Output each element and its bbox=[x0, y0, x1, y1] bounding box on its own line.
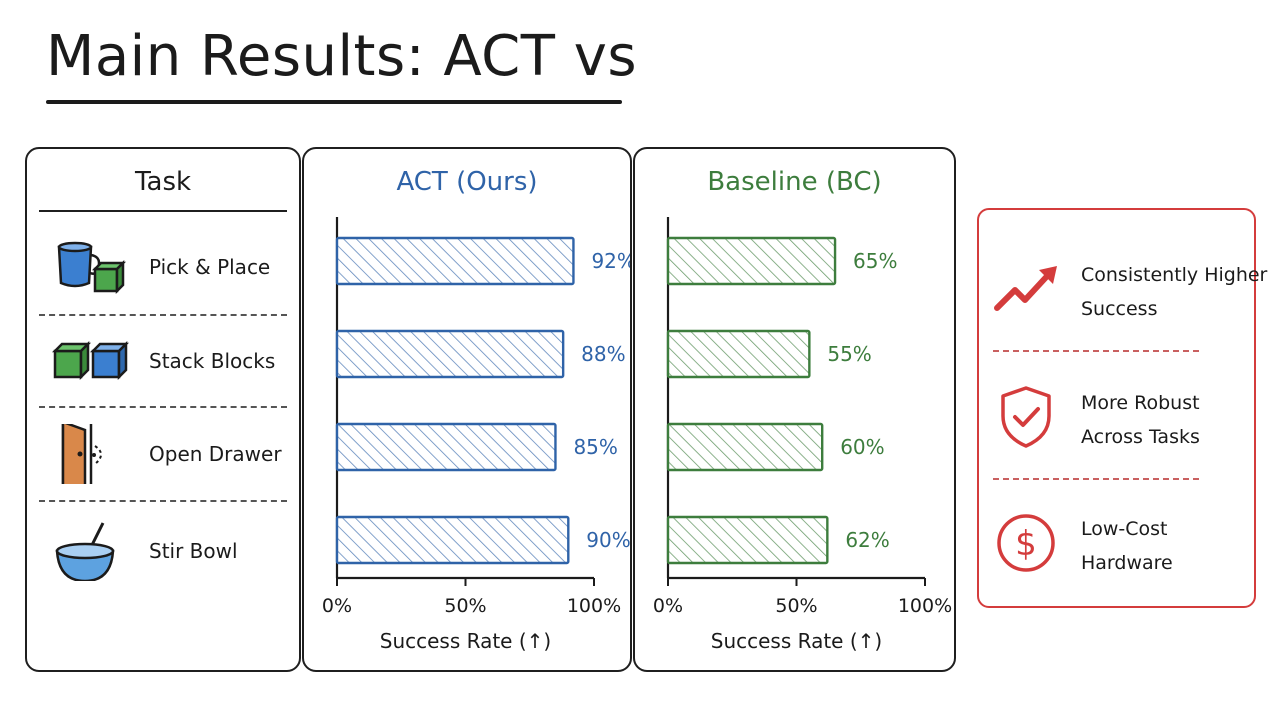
advantage-item-robust: More Robust Across Tasks bbox=[993, 378, 1255, 458]
svg-text:$: $ bbox=[1015, 524, 1037, 564]
act-chart-panel: ACT (Ours) 0% 50% 100% 92% 88% 85% 90% Success … bbox=[302, 147, 632, 672]
task-row-pick-place: Pick & Place bbox=[47, 237, 292, 297]
advantage-divider bbox=[993, 350, 1199, 352]
title-underline bbox=[46, 100, 622, 104]
trend-up-arrow-icon bbox=[994, 266, 1057, 311]
bar-value-label: 88% bbox=[581, 342, 625, 366]
stacked-blocks-icon bbox=[51, 340, 130, 381]
bar bbox=[666, 515, 829, 565]
bar bbox=[335, 236, 575, 286]
x-tick-label: 0% bbox=[322, 595, 352, 617]
x-tick-label: 100% bbox=[898, 595, 952, 617]
task-label: Stir Bowl bbox=[149, 539, 238, 563]
baseline-chart-title: Baseline (BC) bbox=[707, 167, 882, 197]
baseline-chart-panel: Baseline (BC) 0% 50% 100% 65% 55% 60% 62% Succe… bbox=[633, 147, 956, 672]
advantage-line: Hardware bbox=[1081, 552, 1173, 574]
bar bbox=[335, 515, 570, 565]
bar bbox=[666, 329, 811, 379]
task-row-divider bbox=[39, 314, 287, 316]
dollar-coin-icon: $ bbox=[997, 514, 1055, 572]
advantage-line: Consistently Higher bbox=[1081, 264, 1268, 286]
task-header-rule bbox=[39, 210, 287, 212]
bar-value-label: 85% bbox=[573, 435, 617, 459]
advantage-line: Across Tasks bbox=[1081, 426, 1200, 448]
advantage-item-higher-success: Consistently Higher Success bbox=[993, 250, 1268, 330]
task-label: Stack Blocks bbox=[149, 349, 276, 373]
x-tick-label: 50% bbox=[444, 595, 486, 617]
bar bbox=[335, 422, 557, 472]
task-panel-heading: Task bbox=[134, 167, 192, 197]
task-row-stir-bowl: Stir Bowl bbox=[47, 521, 292, 581]
x-axis-label: Success Rate (↑) bbox=[380, 629, 551, 653]
advantage-text: More Robust Across Tasks bbox=[1081, 386, 1256, 454]
bar-value-label: 60% bbox=[840, 435, 884, 459]
task-row-divider bbox=[39, 500, 287, 502]
task-label: Pick & Place bbox=[149, 255, 271, 279]
task-row-open-drawer: Open Drawer bbox=[47, 424, 292, 484]
bar-value-label: 92% bbox=[591, 249, 630, 273]
advantage-line: More Robust bbox=[1081, 392, 1200, 414]
x-axis-label: Success Rate (↑) bbox=[711, 629, 882, 653]
task-row-divider bbox=[39, 406, 287, 408]
advantages-panel: Consistently Higher Success More Robust … bbox=[977, 208, 1268, 608]
x-tick-label: 100% bbox=[567, 595, 621, 617]
bar-value-label: 90% bbox=[586, 528, 630, 552]
act-chart-title: ACT (Ours) bbox=[396, 167, 538, 197]
x-tick-label: 50% bbox=[775, 595, 817, 617]
shield-check-icon bbox=[1001, 386, 1051, 448]
page-title: Main Results: ACT vs bbox=[46, 24, 638, 89]
x-tick-label: 0% bbox=[653, 595, 683, 617]
advantage-text: Consistently Higher Success bbox=[1081, 258, 1268, 326]
bar-value-label: 62% bbox=[845, 528, 889, 552]
advantage-text: Low-Cost Hardware bbox=[1081, 512, 1256, 580]
baseline-bar-chart: 0% 50% 100% 65% 55% 60% 62% Success Rate (↑) bbox=[653, 217, 952, 653]
bar-value-label: 65% bbox=[853, 249, 897, 273]
cup-and-cube-icon bbox=[57, 241, 127, 295]
bowl-whisk-icon bbox=[55, 522, 115, 581]
bar-value-label: 55% bbox=[827, 342, 871, 366]
advantage-divider bbox=[993, 478, 1199, 480]
task-label: Open Drawer bbox=[149, 442, 282, 466]
task-row-stack-blocks: Stack Blocks bbox=[47, 331, 292, 391]
bar bbox=[666, 236, 837, 286]
advantage-item-low-cost: $ Low-Cost Hardware bbox=[993, 504, 1255, 584]
door-icon bbox=[61, 424, 102, 484]
bar bbox=[666, 422, 824, 472]
act-bar-chart: 0% 50% 100% 92% 88% 85% 90% Success Rate (↑) bbox=[322, 217, 630, 653]
task-panel: Task Pick & Place Stack Blocks bbox=[25, 147, 301, 672]
advantage-line: Low-Cost bbox=[1081, 518, 1168, 540]
bar bbox=[335, 329, 565, 379]
advantage-line: Success bbox=[1081, 298, 1158, 320]
